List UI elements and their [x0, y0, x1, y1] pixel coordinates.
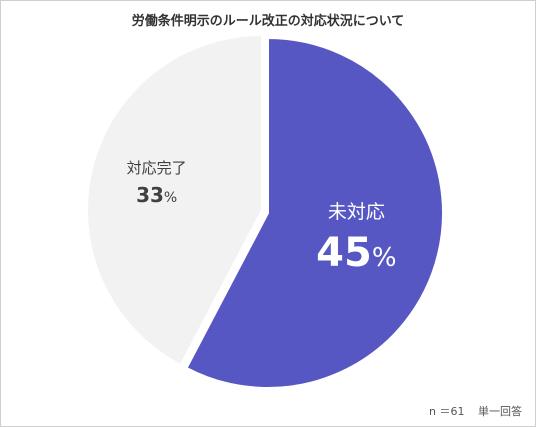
pie-slice-2 — [86, 33, 263, 367]
answer-type: 単一回答 — [478, 405, 522, 418]
footnote: n ＝61 単一回答 — [419, 403, 522, 419]
slice-value-1: 45% — [316, 230, 396, 276]
sample-size: n ＝61 — [429, 405, 465, 418]
chart-title: 労働条件明示のルール改正の対応状況について — [131, 14, 405, 29]
slice-label-1: 未対応 — [328, 201, 385, 223]
slice-value-2: 33% — [136, 183, 177, 207]
pie-slice-1 — [185, 36, 444, 389]
slice-label-2: 対応完了 — [127, 159, 187, 177]
